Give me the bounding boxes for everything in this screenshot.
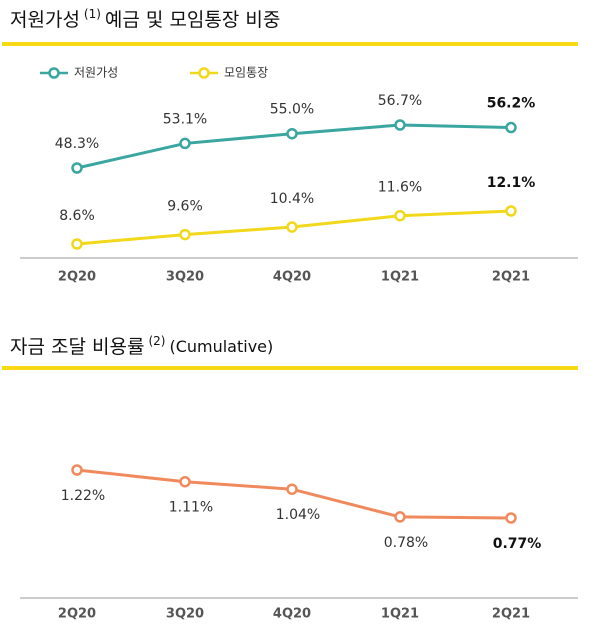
x-tick-label: 1Q21: [381, 607, 419, 622]
value-label: 11.6%: [378, 180, 422, 196]
legend-label: 모임통장: [224, 66, 268, 80]
value-label: 53.1%: [163, 111, 207, 127]
value-label: 12.1%: [487, 175, 536, 191]
x-tick-label: 4Q20: [273, 270, 311, 285]
x-tick-label: 2Q21: [492, 607, 530, 622]
point: [505, 121, 517, 134]
value-label: 1.22%: [61, 488, 105, 504]
x-tick-label: 2Q21: [492, 270, 530, 285]
legend-marker: [198, 67, 210, 79]
value-label: 48.3%: [55, 136, 99, 152]
point: [394, 119, 406, 131]
point: [179, 228, 191, 241]
chart-title: 자금 조달 비용률 (2) (Cumulative): [10, 334, 273, 358]
x-tick-label: 3Q20: [166, 607, 204, 622]
title-lead: 저원가성: [10, 9, 80, 31]
x-tick-label: 4Q20: [273, 607, 311, 622]
value-label: 0.78%: [384, 535, 428, 551]
value-label: 10.4%: [270, 191, 314, 207]
point: [394, 209, 406, 222]
legend-marker: [48, 67, 60, 79]
title-rest: 예금 및 모임통장 비중: [105, 9, 280, 31]
point: [505, 512, 517, 524]
point: [71, 162, 83, 174]
x-tick-label: 2Q20: [58, 607, 96, 622]
x-tick-label: 3Q20: [166, 270, 204, 285]
title-rest: (Cumulative): [169, 337, 273, 356]
point: [179, 137, 191, 150]
value-label: 9.6%: [167, 199, 203, 215]
title-note: (2): [148, 334, 165, 348]
value-label: 1.04%: [276, 507, 320, 523]
value-label: 1.11%: [169, 500, 213, 516]
point: [286, 483, 298, 495]
x-tick-label: 1Q21: [381, 270, 419, 285]
point: [71, 464, 83, 476]
value-label: 8.6%: [59, 208, 95, 224]
chart-title: 저원가성 (1) 예금 및 모임통장 비중: [10, 7, 280, 31]
point: [394, 511, 406, 523]
legend-label: 저원가성: [74, 66, 118, 80]
value-label: 56.2%: [487, 96, 536, 112]
value-label: 55.0%: [270, 102, 314, 118]
point: [286, 127, 298, 140]
value-label: 0.77%: [493, 536, 542, 552]
point: [505, 205, 517, 217]
point: [71, 238, 83, 250]
x-tick-label: 2Q20: [58, 270, 96, 285]
point: [179, 475, 191, 488]
title-lead: 자금 조달 비용률: [10, 336, 144, 358]
value-label: 56.7%: [378, 93, 422, 109]
title-note: (1): [84, 7, 101, 21]
point: [286, 221, 298, 233]
